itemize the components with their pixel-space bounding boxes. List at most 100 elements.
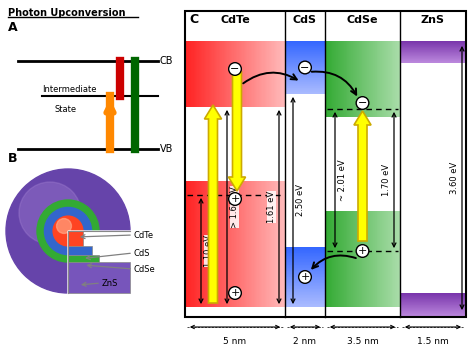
Bar	[400, 57, 466, 58]
Bar	[264, 41, 265, 107]
Bar	[400, 47, 466, 48]
Bar	[400, 299, 466, 300]
Bar	[400, 58, 466, 59]
Bar	[249, 41, 250, 107]
Bar	[285, 92, 325, 93]
Bar	[340, 211, 341, 307]
Bar	[400, 316, 466, 317]
Bar	[185, 181, 187, 307]
Bar	[400, 60, 466, 61]
Bar	[400, 48, 466, 49]
Bar	[196, 41, 198, 107]
Bar	[285, 82, 325, 83]
Bar	[364, 211, 365, 307]
Bar	[285, 41, 325, 42]
Bar	[328, 211, 329, 307]
Bar	[400, 49, 466, 50]
Bar	[186, 181, 188, 307]
Text: CB: CB	[160, 56, 173, 66]
Bar	[339, 41, 340, 117]
Bar	[376, 41, 378, 117]
Bar	[372, 211, 374, 307]
Bar	[202, 181, 204, 307]
Bar	[400, 299, 466, 300]
Bar	[375, 211, 377, 307]
Bar	[336, 211, 337, 307]
Text: +: +	[301, 272, 310, 282]
Bar	[231, 181, 233, 307]
Bar	[400, 308, 466, 309]
Bar	[390, 41, 391, 117]
Bar	[368, 41, 370, 117]
Bar	[285, 93, 325, 94]
Bar	[285, 258, 325, 260]
Bar	[285, 46, 325, 47]
Bar	[393, 211, 395, 307]
Bar	[285, 285, 325, 286]
Bar	[261, 41, 263, 107]
Bar	[285, 248, 325, 249]
Bar	[245, 41, 247, 107]
Bar	[239, 41, 240, 107]
Bar	[208, 181, 209, 307]
Bar	[379, 41, 381, 117]
Bar	[400, 42, 466, 43]
Bar	[285, 71, 325, 72]
Bar	[400, 49, 466, 50]
Bar	[328, 41, 329, 117]
Bar	[285, 293, 325, 294]
Bar	[400, 60, 466, 61]
Bar	[285, 261, 325, 263]
Bar	[221, 41, 223, 107]
Text: B: B	[8, 152, 18, 165]
Bar	[285, 260, 325, 261]
Text: ZnS: ZnS	[421, 15, 445, 25]
Bar	[392, 41, 393, 117]
Bar	[285, 281, 325, 282]
Bar	[349, 211, 351, 307]
Bar	[198, 181, 199, 307]
Bar	[206, 181, 208, 307]
Bar	[256, 181, 258, 307]
Bar	[263, 41, 264, 107]
Bar	[400, 315, 466, 316]
Bar	[285, 88, 325, 89]
Bar	[400, 295, 466, 296]
Bar	[342, 211, 343, 307]
Bar	[236, 41, 238, 107]
Bar	[367, 211, 369, 307]
Bar	[189, 181, 191, 307]
Bar	[265, 41, 267, 107]
Bar	[263, 181, 264, 307]
Bar	[240, 41, 242, 107]
Bar	[400, 53, 466, 54]
Bar	[244, 181, 246, 307]
Bar	[346, 41, 347, 117]
Bar	[285, 247, 325, 248]
Bar	[267, 181, 269, 307]
Bar	[208, 41, 209, 107]
Bar	[350, 41, 352, 117]
Bar	[400, 62, 466, 63]
Bar	[228, 181, 229, 307]
Bar	[385, 211, 386, 307]
Bar	[369, 211, 371, 307]
Bar	[400, 293, 466, 294]
Circle shape	[56, 219, 72, 233]
Bar	[228, 41, 229, 107]
Text: C: C	[189, 13, 198, 26]
Bar	[285, 280, 325, 281]
Bar	[400, 300, 466, 301]
Bar	[333, 41, 335, 117]
Bar	[400, 55, 466, 56]
Bar	[370, 41, 372, 117]
Bar	[285, 262, 325, 264]
Bar	[355, 41, 356, 117]
Bar	[395, 211, 397, 307]
Wedge shape	[68, 231, 132, 295]
Bar	[400, 311, 466, 312]
Bar	[285, 42, 325, 44]
Bar	[400, 307, 466, 308]
Bar	[338, 211, 339, 307]
Bar	[285, 70, 325, 71]
